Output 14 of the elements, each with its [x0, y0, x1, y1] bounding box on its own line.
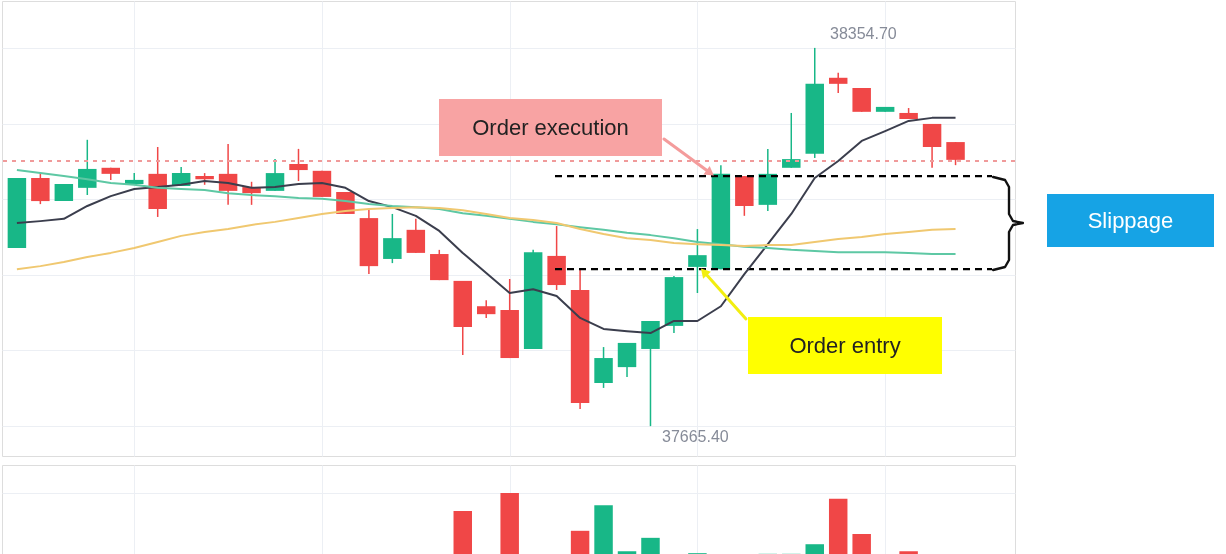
candlestick — [289, 148, 308, 182]
text: Slippage — [1087, 207, 1174, 233]
candlestick — [78, 139, 97, 196]
text: 38354.70 — [830, 25, 897, 42]
candlestick — [922, 123, 942, 169]
candlestick — [406, 218, 426, 254]
candlestick — [383, 213, 402, 264]
candlestick — [31, 172, 50, 205]
candlestick — [828, 72, 848, 94]
annotation: Order entry — [789, 332, 901, 358]
candlestick — [946, 141, 965, 166]
text: 37665.40 — [662, 428, 729, 445]
candlestick — [782, 112, 801, 169]
annotation: Order execution — [472, 114, 629, 140]
